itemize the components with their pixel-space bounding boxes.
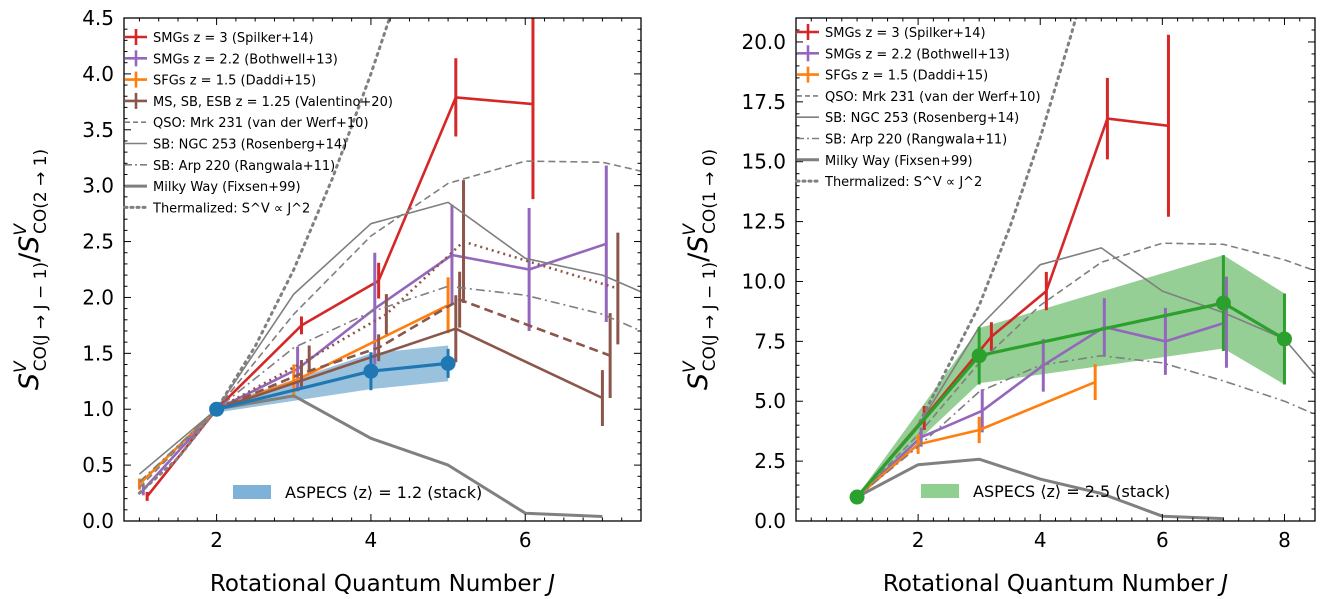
legend: SMGs z = 3 (Spilker+14) SMGs z = 2.2 (Bot… [795,24,1041,190]
legend-label: SFGs z = 1.5 (Daddi+15) [153,74,316,89]
legend-label: Milky Way (Fixsen+99) [825,154,973,169]
x-tick-label: 8 [1278,528,1291,552]
y-tick-label: 2.5 [82,230,114,254]
legend-label: MS, SB, ESB z = 1.25 (Valentino+20) [153,95,393,110]
legend-label: SB: NGC 253 (Rosenberg+14) [153,138,347,153]
legend-label: SFGs z = 1.5 (Daddi+15) [825,69,988,84]
series-line-3 [856,242,1315,498]
left-panel: 2 4 6 0.0 0.5 1.0 1.5 2.0 2.5 3.0 3.5 4.0 4.5 Rotatio… [11,6,642,597]
x-tick-label: 2 [210,528,223,552]
legend-label: SMGs z = 3 (Spilker+14) [825,26,986,41]
data-point [971,348,987,364]
y-tick-label: 12.5 [741,210,786,234]
legend-label: SMGs z = 2.2 (Bothwell+13) [825,47,1010,62]
y-axis-label: SVCO(J → J − 1)/SVCO(1 → 0) [680,149,720,390]
series-line-8 [138,285,641,483]
y-tick-label: 10.0 [741,269,786,293]
y-tick-label: 3.5 [82,118,114,142]
legend-label: QSO: Mrk 231 (van der Werf+10) [825,90,1041,105]
y-tick-label: 15.0 [741,150,786,174]
legend-label: Milky Way (Fixsen+99) [153,180,301,195]
y-label-sup: V [11,360,31,373]
series-line-10 [137,18,392,495]
data-point [849,489,865,505]
legend: SMGs z = 3 (Spilker+14) SMGs z = 2.2 (Bot… [123,29,393,216]
y-label-sup2: V [11,223,31,236]
x-axis-label-j: J [544,571,555,597]
x-tick-label: 4 [1034,528,1047,552]
y-axis-label-text: SVCO(J → J − 1)/SVCO(1 → 0) [680,149,720,390]
x-tick-label: 6 [519,528,532,552]
band-legend-swatch [921,484,959,498]
data-point [1276,331,1292,347]
x-tick-label: 4 [365,528,378,552]
y-tick-label: 1.5 [82,341,114,365]
legend-label: SB: Arp 220 (Rangwala+11) [825,133,1007,148]
y-label-slash: / [683,252,714,262]
series-line-0 [146,96,534,498]
series-line-5 [856,354,1315,498]
x-axis-label: Rotational Quantum Number J [883,571,1228,597]
y-tick-label: 0.0 [82,509,114,533]
aspects-band [857,255,1285,499]
y-tick-label: 4.5 [82,6,114,30]
x-tick-label: 6 [1156,528,1169,552]
series-line-7 [855,18,1078,499]
y-label-slash: / [14,252,45,262]
band-legend-label: ASPECS ⟨z⟩ = 2.5 (stack) [973,482,1170,501]
legend-label: SMGs z = 3 (Spilker+14) [153,31,314,46]
right-panel: 2 4 6 8 0.0 2.5 5.0 7.5 10.0 12.5 15.0 17.5 20.0 Rota… [680,17,1316,597]
y-axis-label: SVCO(J → J − 1)/SVCO(2 → 1) [11,149,51,390]
y-tick-label: 20.0 [741,30,786,54]
data-point [440,355,456,371]
x-axis-label: Rotational Quantum Number J [210,571,555,597]
plot-area [849,18,1315,521]
y-label-sub: CO(J → J − 1) [700,262,720,371]
y-tick-label: 17.5 [741,90,786,114]
series-line-7 [138,201,641,475]
y-tick-label: 2.0 [82,285,114,309]
y-tick-label: 2.5 [754,449,786,473]
y-tick-label: 0.5 [82,453,114,477]
y-label-sub2: CO(2 → 1) [31,149,51,234]
series-line-6 [138,160,641,489]
plot-area [137,18,641,518]
series-line-9 [216,394,603,518]
y-label-sup2: V [680,223,700,236]
legend-label: SMGs z = 2.2 (Bothwell+13) [153,52,338,67]
series-line-5 [215,240,619,411]
y-label-sub2: CO(1 → 0) [700,149,720,234]
series-line-8 [855,301,1286,499]
axes-frame [123,17,642,522]
y-label-s2: S [683,236,714,253]
y-label-s2: S [14,236,45,253]
legend-label: SB: NGC 253 (Rosenberg+14) [825,111,1019,126]
x-axis-label-j: J [1217,571,1228,597]
band-legend-label: ASPECS ⟨z⟩ = 1.2 (stack) [285,483,482,502]
y-axis-label-text: SVCO(J → J − 1)/SVCO(2 → 1) [11,149,51,390]
y-label-sup: V [680,360,700,373]
series-line-2 [856,380,1096,498]
legend-label: Thermalized: S^V ∝ J^2 [152,201,310,216]
legend-label: SB: Arp 220 (Rangwala+11) [153,159,335,174]
y-tick-label: 4.0 [82,62,114,86]
band-legend-swatch [233,485,271,499]
y-label-sub: CO(J → J − 1) [31,262,51,371]
series-line-4 [856,247,1315,498]
y-tick-label: 1.0 [82,397,114,421]
y-tick-label: 0.0 [754,509,786,533]
data-point [1215,295,1231,311]
legend-label: QSO: Mrk 231 (van der Werf+10) [153,116,369,131]
data-point [209,401,225,417]
data-point [363,363,379,379]
y-tick-label: 3.0 [82,174,114,198]
x-tick-label: 2 [912,528,925,552]
y-label-s: S [683,373,714,390]
legend-label: Thermalized: S^V ∝ J^2 [824,175,982,190]
y-tick-label: 7.5 [754,329,786,353]
y-label-s: S [14,373,45,390]
y-tick-label: 5.0 [754,389,786,413]
